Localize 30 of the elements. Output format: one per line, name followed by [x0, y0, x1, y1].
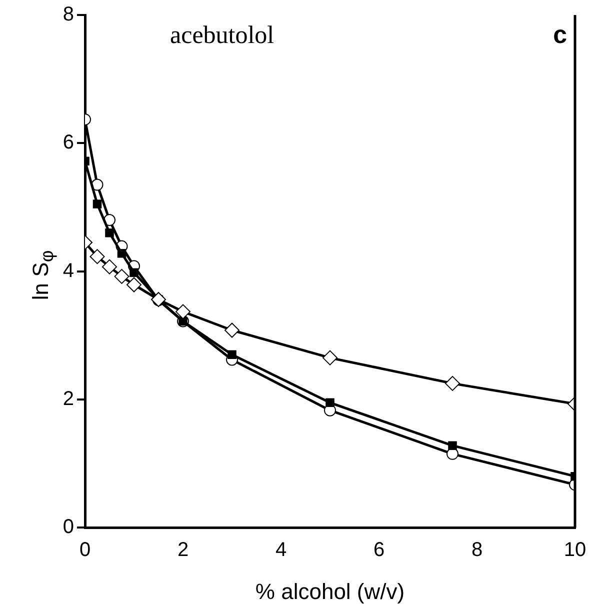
x-tick-label: 10 — [564, 539, 586, 562]
x-tick-label: 2 — [177, 539, 189, 562]
x-tick-label: 4 — [275, 539, 287, 562]
x-tick-label: 0 — [79, 539, 91, 562]
annotation: c — [553, 21, 568, 49]
y-tick-label: 4 — [62, 260, 74, 282]
point — [92, 200, 102, 208]
x-tick-label: 6 — [373, 539, 385, 562]
point — [228, 350, 236, 359]
y-tick-label: 8 — [62, 4, 74, 26]
point — [322, 350, 338, 366]
point — [326, 398, 334, 408]
point — [105, 228, 114, 238]
point — [176, 304, 190, 320]
x-tick-label: 8 — [471, 539, 483, 562]
y-tick-label: 0 — [62, 516, 74, 538]
point — [90, 249, 105, 264]
point — [130, 268, 138, 277]
point — [117, 248, 126, 258]
y-tick-label: 2 — [62, 388, 74, 410]
point — [448, 441, 457, 450]
point — [126, 277, 142, 292]
y-tick-label: 6 — [62, 132, 74, 154]
point — [102, 259, 117, 274]
point — [445, 376, 460, 391]
x-axis-title: % alcohol (w/v) — [255, 578, 405, 604]
point — [224, 322, 240, 338]
annotation: acebutolol — [170, 22, 274, 49]
point — [151, 292, 166, 307]
point — [114, 268, 130, 284]
